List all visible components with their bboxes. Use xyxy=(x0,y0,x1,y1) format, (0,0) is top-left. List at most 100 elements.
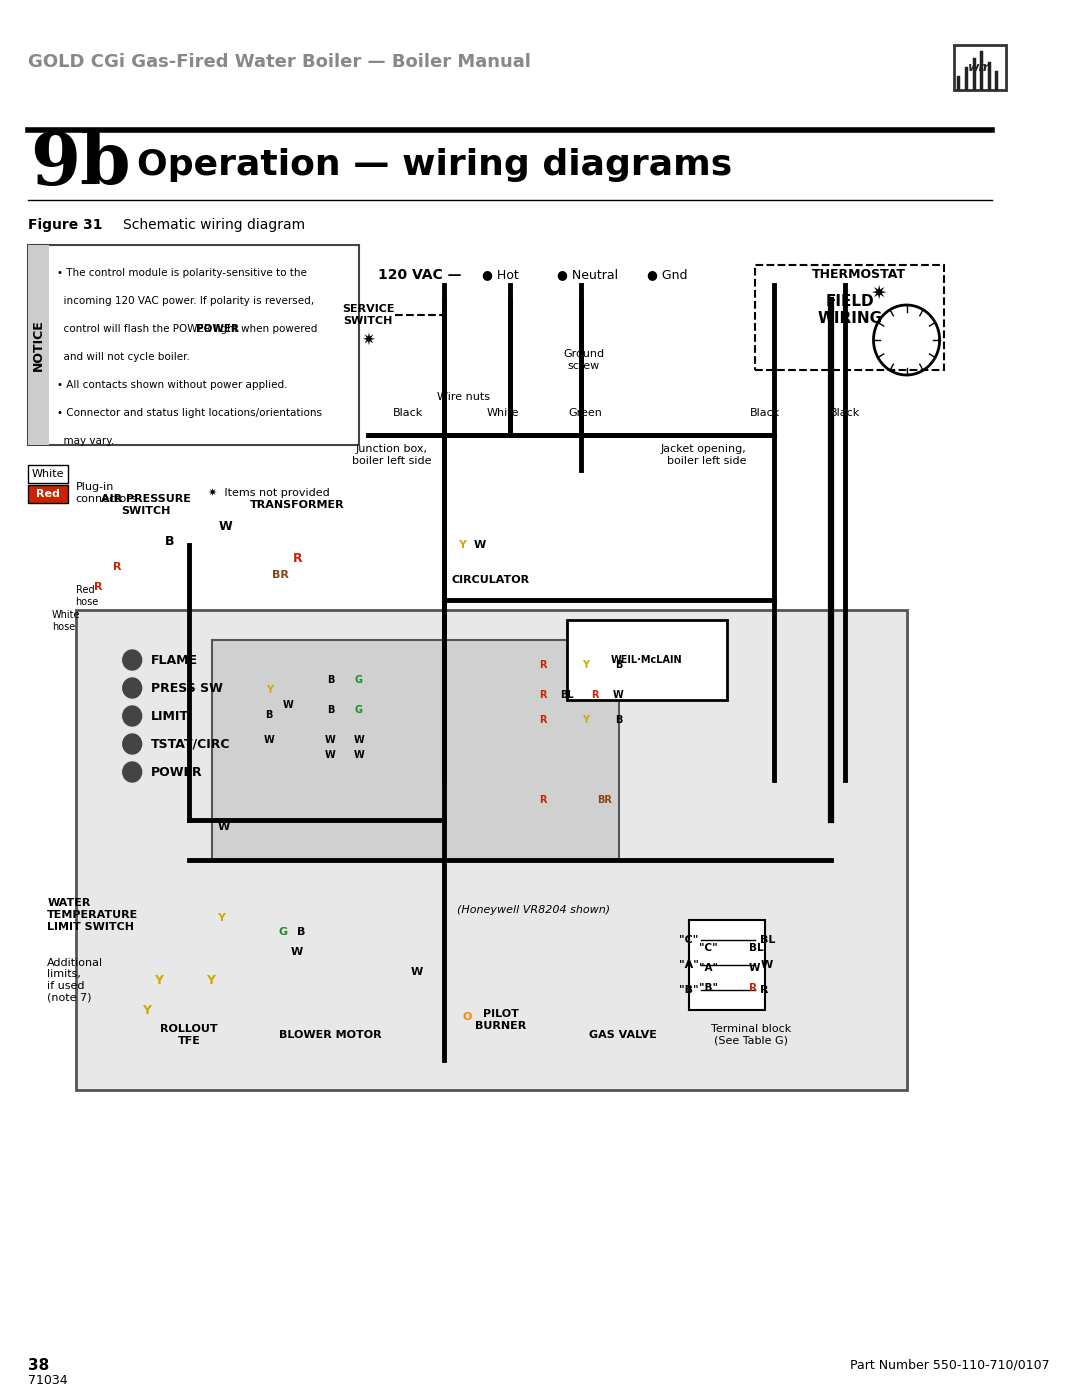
Text: BR: BR xyxy=(597,795,611,805)
Text: W: W xyxy=(353,750,364,760)
Text: ✷  Items not provided: ✷ Items not provided xyxy=(207,488,329,499)
Text: Y: Y xyxy=(154,974,163,986)
Text: and will not cycle boiler.: and will not cycle boiler. xyxy=(56,352,189,362)
Text: Y: Y xyxy=(582,659,589,671)
Text: Terminal block
(See Table G): Terminal block (See Table G) xyxy=(711,1024,791,1046)
Text: ✷: ✷ xyxy=(870,284,887,303)
Text: "B": "B" xyxy=(699,983,718,993)
Text: Additional
limits,
if used
(note 7): Additional limits, if used (note 7) xyxy=(48,957,104,1003)
Text: W: W xyxy=(613,690,624,700)
Text: • All contacts shown without power applied.: • All contacts shown without power appli… xyxy=(56,380,287,390)
Text: GAS VALVE: GAS VALVE xyxy=(590,1030,658,1039)
Text: W: W xyxy=(353,735,364,745)
Text: W: W xyxy=(474,541,486,550)
Bar xyxy=(28,465,68,483)
Text: 38: 38 xyxy=(28,1358,50,1372)
Text: R: R xyxy=(539,659,546,671)
Text: wm: wm xyxy=(968,61,993,74)
Text: R: R xyxy=(94,583,103,592)
Text: B: B xyxy=(327,705,334,715)
Bar xyxy=(689,921,765,1010)
Text: 9b: 9b xyxy=(30,130,131,201)
Text: W: W xyxy=(291,947,303,957)
Bar xyxy=(954,45,1005,89)
Text: Green: Green xyxy=(568,408,603,418)
Text: Wire nuts: Wire nuts xyxy=(437,393,490,402)
Text: White: White xyxy=(486,408,518,418)
Text: Y: Y xyxy=(458,541,465,550)
Text: Ground
screw: Ground screw xyxy=(563,349,604,370)
Text: Jacket opening,
boiler left side: Jacket opening, boiler left side xyxy=(660,444,746,465)
Circle shape xyxy=(123,733,141,754)
Text: LIMIT: LIMIT xyxy=(151,710,189,722)
Text: G: G xyxy=(355,705,363,715)
Text: • The control module is polarity-sensitive to the: • The control module is polarity-sensiti… xyxy=(56,268,307,278)
Text: B: B xyxy=(297,928,306,937)
Text: PRESS SW: PRESS SW xyxy=(151,682,222,694)
Text: B: B xyxy=(615,715,622,725)
Bar xyxy=(567,620,727,700)
Text: BL: BL xyxy=(760,935,775,944)
Text: PILOT
BURNER: PILOT BURNER xyxy=(475,1009,526,1031)
Text: ● Neutral: ● Neutral xyxy=(557,268,618,282)
Text: "B": "B" xyxy=(679,985,699,995)
Text: incoming 120 VAC power. If polarity is reversed,: incoming 120 VAC power. If polarity is r… xyxy=(56,296,314,306)
Text: Y: Y xyxy=(582,715,589,725)
Text: R: R xyxy=(591,690,598,700)
Text: W: W xyxy=(217,821,229,833)
Text: White: White xyxy=(32,469,65,479)
Text: Red: Red xyxy=(37,489,60,499)
Text: ✷: ✷ xyxy=(362,331,375,349)
Text: Red
hose: Red hose xyxy=(76,585,98,608)
Text: GOLD CGi Gas-Fired Water Boiler — Boiler Manual: GOLD CGi Gas-Fired Water Boiler — Boiler… xyxy=(28,53,531,71)
Text: Black: Black xyxy=(750,408,780,418)
Text: B: B xyxy=(615,659,622,671)
Text: B: B xyxy=(165,535,175,548)
Text: Plug-in
connectors: Plug-in connectors xyxy=(76,482,137,504)
Text: Y: Y xyxy=(266,685,272,694)
Text: POWER: POWER xyxy=(197,324,240,334)
Text: SERVICE
SWITCH: SERVICE SWITCH xyxy=(342,305,394,326)
Circle shape xyxy=(123,650,141,671)
Text: W: W xyxy=(748,963,760,972)
Text: W: W xyxy=(325,735,336,745)
Text: "A": "A" xyxy=(679,960,699,970)
Text: FLAME: FLAME xyxy=(151,654,198,666)
Text: BR: BR xyxy=(272,570,288,580)
Circle shape xyxy=(123,678,141,698)
Text: BL: BL xyxy=(748,943,764,953)
Text: W: W xyxy=(410,967,423,977)
Text: Operation — wiring diagrams: Operation — wiring diagrams xyxy=(137,148,732,182)
Text: WATER
TEMPERATURE
LIMIT SWITCH: WATER TEMPERATURE LIMIT SWITCH xyxy=(48,898,138,932)
Text: Figure 31: Figure 31 xyxy=(28,218,103,232)
Text: White
hose: White hose xyxy=(52,610,80,631)
Text: W: W xyxy=(325,750,336,760)
Text: may vary.: may vary. xyxy=(56,436,113,446)
Text: R: R xyxy=(113,562,122,571)
Circle shape xyxy=(123,761,141,782)
Bar xyxy=(28,244,359,446)
Bar xyxy=(213,640,619,861)
Text: W: W xyxy=(264,735,274,745)
Text: "C": "C" xyxy=(699,943,717,953)
Bar xyxy=(28,244,49,446)
Text: W: W xyxy=(760,960,772,970)
Text: G: G xyxy=(355,675,363,685)
FancyBboxPatch shape xyxy=(756,265,944,370)
Text: (Honeywell VR8204 shown): (Honeywell VR8204 shown) xyxy=(457,905,610,915)
Text: control will flash the POWER light when powered: control will flash the POWER light when … xyxy=(56,324,318,334)
Text: FIELD
WIRING: FIELD WIRING xyxy=(818,293,882,327)
Text: G: G xyxy=(279,928,287,937)
Text: R: R xyxy=(539,795,546,805)
Text: W: W xyxy=(283,700,294,710)
Text: R: R xyxy=(539,715,546,725)
Text: Junction box,
boiler left side: Junction box, boiler left side xyxy=(352,444,432,465)
Bar xyxy=(76,610,906,1090)
Text: Y: Y xyxy=(206,974,215,986)
Text: CIRCULATOR: CIRCULATOR xyxy=(453,576,530,585)
Text: NOTICE: NOTICE xyxy=(32,319,45,370)
Text: AIR PRESSURE
SWITCH: AIR PRESSURE SWITCH xyxy=(102,495,191,515)
Text: R: R xyxy=(293,552,302,564)
Bar xyxy=(28,485,68,503)
Text: R: R xyxy=(760,985,769,995)
